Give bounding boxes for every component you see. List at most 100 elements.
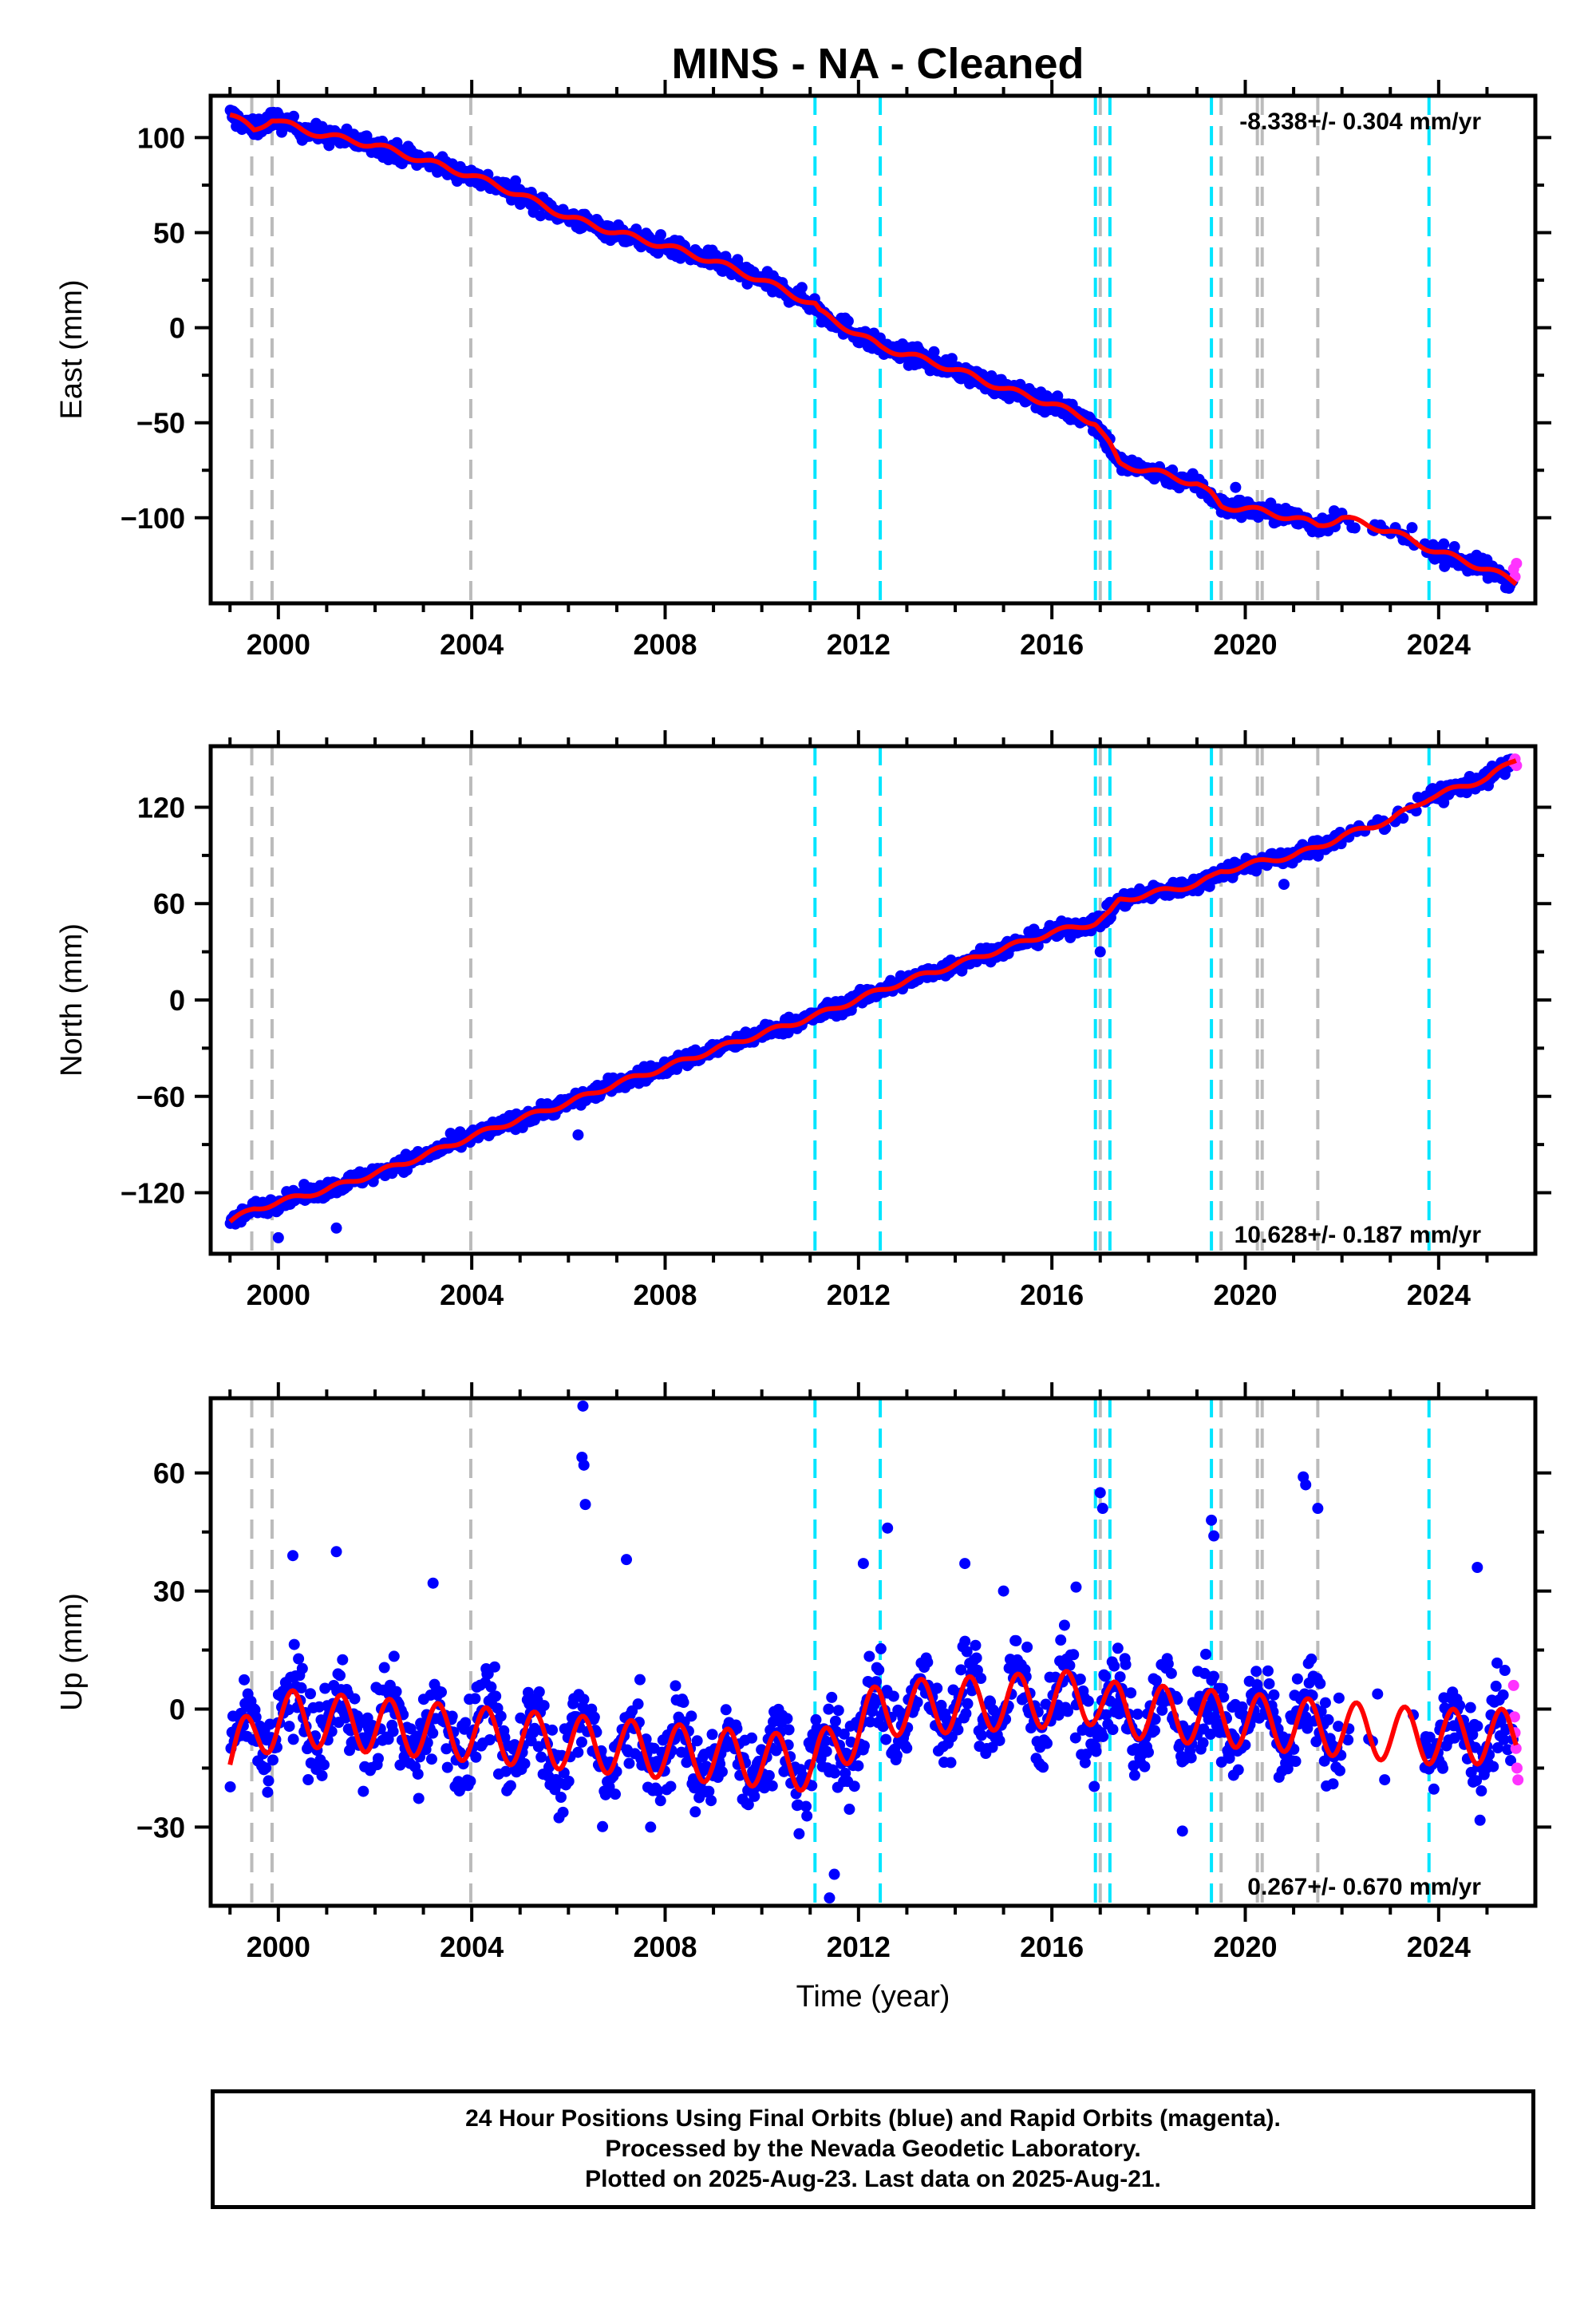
data-point bbox=[427, 1727, 439, 1739]
data-point bbox=[441, 1761, 453, 1773]
data-point bbox=[832, 1705, 844, 1717]
data-point bbox=[829, 1715, 841, 1727]
data-point bbox=[1080, 1749, 1092, 1761]
data-point bbox=[678, 1697, 689, 1709]
data-point bbox=[482, 1668, 494, 1680]
data-point bbox=[994, 1734, 1005, 1746]
plot-frame bbox=[208, 93, 1538, 606]
data-point bbox=[319, 1682, 331, 1694]
data-point bbox=[267, 1754, 279, 1766]
x-tick-label: 2012 bbox=[827, 1279, 891, 1311]
plot-frame bbox=[208, 1396, 1538, 1908]
data-point bbox=[387, 1725, 399, 1737]
data-point bbox=[1068, 1649, 1080, 1661]
data-point bbox=[1125, 1687, 1137, 1699]
data-point bbox=[1406, 522, 1418, 534]
data-point bbox=[1079, 1757, 1091, 1769]
y-axis-label: North (mm) bbox=[55, 923, 89, 1077]
data-point-outlier bbox=[857, 1558, 869, 1570]
data-point bbox=[703, 1785, 715, 1797]
x-tick-label: 2016 bbox=[1020, 1279, 1084, 1311]
data-point bbox=[842, 315, 854, 327]
data-point bbox=[1151, 1674, 1163, 1686]
data-point bbox=[1120, 1658, 1132, 1670]
data-point-outlier bbox=[1300, 1479, 1312, 1491]
data-point bbox=[828, 1767, 840, 1779]
data-point bbox=[781, 1713, 793, 1725]
data-point bbox=[1139, 1761, 1151, 1773]
chart-title: MINS - NA - Cleaned bbox=[671, 40, 1084, 88]
data-point bbox=[716, 1766, 728, 1778]
x-tick-label: 2020 bbox=[1213, 1931, 1277, 1963]
y-tick-label: 0 bbox=[169, 984, 185, 1017]
data-point bbox=[801, 1810, 813, 1822]
data-point bbox=[1074, 1674, 1086, 1686]
data-point bbox=[987, 1704, 999, 1716]
data-point bbox=[1041, 1737, 1053, 1749]
y-tick-label: 120 bbox=[137, 791, 185, 824]
data-point bbox=[1505, 1755, 1517, 1767]
data-point bbox=[1021, 1641, 1033, 1653]
y-tick-label: 50 bbox=[153, 217, 185, 250]
data-point bbox=[1207, 1670, 1219, 1682]
data-point bbox=[654, 1795, 666, 1807]
data-point bbox=[852, 1760, 864, 1772]
data-point bbox=[945, 1757, 957, 1769]
y-tick-label: −50 bbox=[136, 407, 185, 440]
data-point bbox=[1498, 1733, 1510, 1745]
data-point bbox=[500, 1765, 512, 1777]
data-point bbox=[1197, 1737, 1209, 1749]
data-point bbox=[685, 1710, 697, 1722]
data-point bbox=[302, 1774, 314, 1786]
data-point bbox=[394, 1759, 406, 1771]
data-point bbox=[1472, 1720, 1483, 1732]
data-point bbox=[1319, 1697, 1331, 1709]
data-point-outlier bbox=[1208, 1530, 1220, 1542]
series-final-orbits bbox=[224, 753, 1523, 1243]
x-tick-label: 2004 bbox=[440, 1279, 504, 1311]
data-point bbox=[488, 1661, 500, 1673]
data-point-outlier bbox=[998, 1585, 1009, 1597]
data-point bbox=[1100, 1709, 1112, 1721]
data-point bbox=[820, 1735, 832, 1747]
y-tick-label: −60 bbox=[136, 1081, 185, 1113]
y-tick-label: 60 bbox=[153, 887, 185, 920]
data-point bbox=[1204, 1729, 1216, 1741]
data-point bbox=[962, 1697, 974, 1709]
data-point bbox=[689, 1806, 701, 1818]
data-point-outlier bbox=[862, 341, 874, 353]
data-point-rapid bbox=[1511, 557, 1523, 569]
data-point bbox=[1149, 1713, 1161, 1725]
data-point bbox=[412, 1768, 424, 1780]
data-point bbox=[826, 1691, 838, 1703]
velocity-rate-label: 0.267+/- 0.670 mm/yr bbox=[1247, 1874, 1481, 1900]
data-point bbox=[1053, 1709, 1065, 1721]
data-point bbox=[1342, 1734, 1354, 1746]
data-point bbox=[1491, 1657, 1503, 1669]
data-point bbox=[1055, 1634, 1067, 1646]
data-point bbox=[1268, 1689, 1280, 1701]
data-point bbox=[283, 1721, 295, 1733]
y-axis-label: Up (mm) bbox=[55, 1593, 89, 1711]
x-tick-label: 2000 bbox=[247, 1279, 310, 1311]
data-point-outlier bbox=[959, 1558, 971, 1570]
data-point bbox=[1069, 1732, 1081, 1744]
x-tick-label: 2008 bbox=[633, 1931, 697, 1963]
data-point-outlier bbox=[427, 1577, 439, 1589]
data-point bbox=[1165, 1667, 1177, 1679]
data-point bbox=[634, 1674, 646, 1686]
data-point bbox=[1471, 1775, 1483, 1787]
data-point bbox=[1114, 1671, 1126, 1683]
data-point bbox=[720, 1704, 732, 1716]
data-point bbox=[870, 1676, 882, 1688]
data-point bbox=[1142, 1746, 1154, 1758]
y-tick-label: 100 bbox=[137, 121, 185, 154]
data-point bbox=[260, 1762, 272, 1774]
data-point bbox=[425, 1753, 437, 1765]
data-point bbox=[1291, 1673, 1303, 1685]
data-point bbox=[464, 1775, 476, 1787]
data-point bbox=[378, 1662, 390, 1674]
x-tick-label: 2008 bbox=[633, 628, 697, 661]
data-point bbox=[597, 1820, 609, 1832]
data-point bbox=[440, 1743, 452, 1755]
